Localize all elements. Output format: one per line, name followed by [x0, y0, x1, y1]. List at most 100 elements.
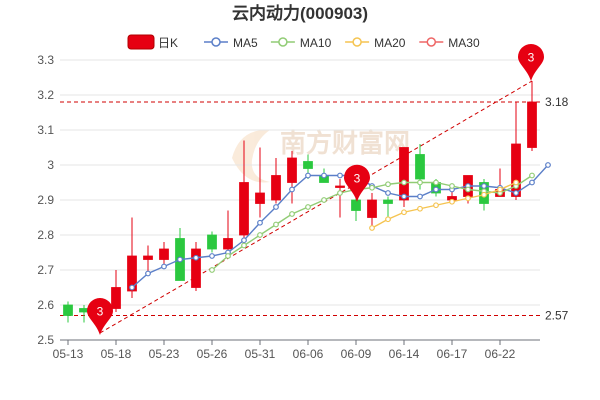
ma20-line: [371, 181, 517, 229]
x-tick-label: 05-23: [149, 347, 180, 361]
x-tick-label: 06-06: [293, 347, 324, 361]
ma5-point: [401, 193, 407, 200]
mid-pin: [344, 164, 370, 202]
legend-marker-ma20: [352, 37, 362, 47]
trend-line: [99, 80, 533, 334]
ma5-point: [177, 256, 183, 263]
ma10-point: [225, 253, 231, 259]
ma20-point: [417, 205, 423, 212]
high-value-label: 3.18: [545, 95, 569, 109]
ma5-point: [433, 186, 439, 193]
low-pin-label: 3: [97, 305, 104, 319]
ma10-point: [385, 181, 391, 188]
x-tick-label: 05-26: [197, 347, 228, 361]
x-tick-label: 06-17: [437, 347, 468, 361]
ma20-point: [449, 198, 455, 205]
ma5-point: [289, 186, 295, 193]
ma5-point: [241, 237, 247, 244]
legend-swatch-k: [127, 34, 155, 50]
watermark-text: 南方财富网: [280, 128, 410, 159]
candle-body: [191, 248, 201, 288]
ma10-point: [529, 172, 535, 179]
ma20-point: [497, 186, 503, 193]
y-tick-label: 2.5: [37, 333, 54, 347]
trend-lines: [60, 80, 540, 334]
ma10-point: [209, 267, 215, 273]
ma20-point: [369, 225, 375, 231]
ma5-point: [417, 193, 423, 200]
candle-body: [239, 182, 249, 236]
ma5-point: [529, 179, 535, 186]
y-tick-label: 3.2: [37, 88, 54, 102]
high-pin-label: 3: [528, 51, 535, 65]
y-tick-label: 2.7: [37, 263, 54, 277]
x-tick-label: 05-13: [53, 347, 84, 361]
candle-body: [383, 199, 393, 204]
x-tick-label: 06-22: [485, 347, 516, 361]
ma20-point: [385, 216, 391, 223]
low-value-label: 2.57: [545, 309, 569, 323]
candle-body: [223, 238, 233, 250]
ma10-point: [417, 179, 423, 186]
legend-item-k[interactable]: 日K: [127, 34, 178, 50]
candle-body: [399, 147, 409, 201]
legend-item-ma5[interactable]: MA5: [204, 36, 258, 50]
y-tick-label: 3.3: [37, 53, 54, 67]
ma20-point: [465, 195, 471, 202]
legend[interactable]: 日K MA5 MA10 MA20 MA30: [127, 34, 480, 50]
moving-average-lines: [129, 162, 551, 291]
candle-body: [111, 287, 121, 309]
ma5-point: [129, 284, 135, 291]
ma5-point: [385, 190, 391, 196]
y-tick-label: 2.9: [37, 193, 54, 207]
x-tick-label: 06-09: [341, 347, 372, 361]
ma10-point: [273, 221, 279, 228]
candle-body: [271, 175, 281, 201]
candle-body: [159, 248, 169, 260]
x-tick-label: 05-18: [101, 347, 132, 361]
ma5-point: [321, 172, 327, 179]
ma5-point: [273, 204, 279, 210]
y-tick-label: 3: [47, 158, 54, 172]
legend-label-ma20: MA20: [374, 36, 406, 50]
ma10-point: [433, 179, 439, 186]
ma5-point: [257, 219, 263, 226]
legend-label-ma5: MA5: [233, 36, 258, 50]
legend-label-k: 日K: [158, 36, 178, 50]
legend-item-ma20[interactable]: MA20: [345, 36, 406, 50]
y-tick-label: 2.8: [37, 228, 54, 242]
legend-label-ma30: MA30: [448, 36, 480, 50]
ma5-point: [145, 270, 151, 277]
candle-body: [511, 143, 521, 197]
legend-label-ma10: MA10: [300, 36, 332, 50]
ma5-point: [193, 254, 199, 261]
ma5-point: [545, 162, 551, 168]
ma10-point: [401, 179, 407, 186]
legend-marker-ma30: [426, 37, 437, 47]
ma20-point: [433, 202, 439, 209]
candle-body: [527, 101, 537, 148]
ma5-point: [305, 172, 311, 179]
ma10-point: [337, 190, 343, 196]
candle-body: [335, 185, 345, 188]
candle-body: [351, 199, 361, 211]
ma5-point: [337, 172, 343, 179]
ma5-point: [513, 190, 519, 196]
chart-title: 云内动力(000903): [232, 3, 368, 23]
high-pin: [518, 44, 544, 81]
candle-body: [255, 192, 265, 204]
ma10-point: [289, 211, 295, 217]
ma5-point: [481, 183, 487, 189]
x-tick-label: 06-14: [389, 347, 420, 361]
ma10-point: [321, 197, 327, 203]
candle-body: [415, 154, 425, 180]
y-tick-label: 2.6: [37, 298, 54, 312]
ma5-point: [209, 253, 215, 259]
legend-item-ma10[interactable]: MA10: [270, 36, 332, 50]
mid-pin-label: 3: [354, 171, 361, 185]
legend-item-ma30[interactable]: MA30: [419, 36, 480, 50]
low-pin: [87, 298, 113, 335]
ma10-point: [449, 183, 455, 189]
ma20-point: [513, 179, 519, 186]
ma10-point: [257, 232, 263, 238]
